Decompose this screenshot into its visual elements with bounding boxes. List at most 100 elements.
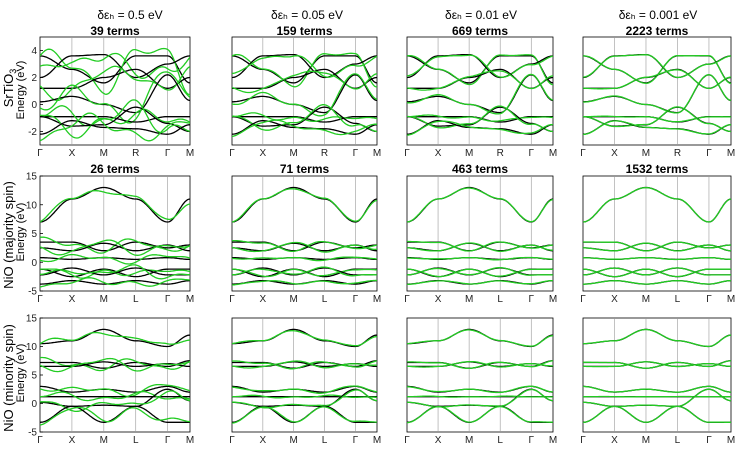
row-label-nio-majority: NiO (majority spin) xyxy=(1,181,16,289)
approximated-band-line xyxy=(232,385,377,394)
kpoint-label: M xyxy=(100,435,108,446)
kpoint-label: X xyxy=(611,294,618,305)
reference-band-line xyxy=(232,120,377,135)
bands-group xyxy=(583,186,731,285)
panel-frame xyxy=(582,317,732,433)
kpoint-label: M xyxy=(642,148,650,159)
kpoint-label: Γ xyxy=(353,294,359,305)
reference-band-line xyxy=(40,267,190,276)
approximated-band-line xyxy=(232,268,377,278)
kpoint-label: X xyxy=(260,435,267,446)
threshold-header: δεₕ = 0.01 eV xyxy=(445,8,517,22)
panel-frame xyxy=(231,36,378,146)
approximated-band-line xyxy=(40,331,190,345)
kpoint-label: M xyxy=(100,294,108,305)
approximated-band-line xyxy=(232,104,377,133)
approximated-band-line xyxy=(232,55,377,78)
approximated-band-line xyxy=(407,266,553,276)
band-panel: Γ X M L Γ M -5 0 5 10 15 26 terms xyxy=(26,162,194,305)
approximated-band-line xyxy=(232,279,377,286)
approximated-band-line xyxy=(40,253,190,265)
approximated-band-line xyxy=(583,120,731,136)
approximated-band-line xyxy=(232,256,377,262)
kpoint-label: M xyxy=(465,148,473,159)
approximated-band-line xyxy=(232,239,377,253)
kpoint-label: X xyxy=(69,435,76,446)
band-panel: Γ X M R Γ M 2223 terms xyxy=(580,24,735,159)
kpoint-label: M xyxy=(186,148,194,159)
column-headers: δεₕ = 0.5 eV δεₕ = 0.05 eV δεₕ = 0.01 eV… xyxy=(97,8,697,22)
threshold-header: δεₕ = 0.001 eV xyxy=(619,8,698,22)
bands-group xyxy=(232,328,377,424)
kpoint-label: Γ xyxy=(37,294,43,305)
kpoint-label: M xyxy=(727,435,735,446)
kpoint-label: X xyxy=(260,148,267,159)
bands-group xyxy=(407,186,553,286)
reference-band-line xyxy=(40,360,190,369)
kpoint-label: Γ xyxy=(528,148,534,159)
kpoint-label: M xyxy=(549,148,557,159)
y-tick-label: 0 xyxy=(31,258,37,269)
y-tick-label: 0 xyxy=(31,100,37,111)
approximated-band-line xyxy=(232,360,377,369)
panel-frame xyxy=(231,317,378,433)
approximated-band-line xyxy=(407,360,553,370)
kpoint-label: Γ xyxy=(706,435,712,446)
kpoint-label: Γ xyxy=(580,435,586,446)
reference-band-line xyxy=(232,116,377,123)
kpoint-label: X xyxy=(69,294,76,305)
approximated-band-line xyxy=(583,241,731,252)
kpoint-label: Γ xyxy=(229,148,235,159)
approximated-band-line xyxy=(40,190,190,223)
approximated-band-line xyxy=(232,52,377,88)
kpoint-label: Γ xyxy=(580,294,586,305)
kpoint-label: X xyxy=(435,294,442,305)
threshold-header: δεₕ = 0.05 eV xyxy=(271,8,343,22)
approximated-band-line xyxy=(583,385,731,393)
reference-band-line xyxy=(40,53,190,79)
approximated-band-line xyxy=(583,186,731,223)
kpoint-label: L xyxy=(133,294,139,305)
approximated-band-line xyxy=(40,105,190,127)
approximated-band-line xyxy=(40,277,190,288)
reference-band-line xyxy=(40,388,190,407)
kpoint-label: Γ xyxy=(706,148,712,159)
row-label-srtio3: SrTiO3 xyxy=(1,69,18,107)
reference-band-line xyxy=(40,186,190,223)
reference-band-line xyxy=(40,68,190,89)
kpoint-label: R xyxy=(321,148,328,159)
y-tick-label: 5 xyxy=(31,229,37,240)
y-tick-label: 2 xyxy=(31,73,37,84)
approximated-band-line xyxy=(583,106,731,133)
y-tick-label: 0 xyxy=(31,399,37,410)
kpoint-label: M xyxy=(727,294,735,305)
row-labels: SrTiO3 Energy (eV) NiO (majority spin) E… xyxy=(1,61,27,432)
band-panel: Γ X M L Γ M 1532 terms xyxy=(580,162,735,305)
panel-frame xyxy=(582,36,732,146)
y-tick-label: 15 xyxy=(26,314,38,325)
approximated-band-line xyxy=(232,394,377,399)
row-label-nio-minority: NiO (minority spin) xyxy=(1,324,16,432)
panel-frame xyxy=(582,175,732,292)
kpoint-label: Γ xyxy=(404,294,410,305)
kpoint-label: L xyxy=(675,294,681,305)
approximated-band-line xyxy=(583,54,731,79)
kpoint-label: M xyxy=(290,435,298,446)
bands-group xyxy=(583,328,731,424)
y-tick-label: 15 xyxy=(26,172,38,183)
approximated-band-line xyxy=(583,268,731,278)
kpoint-label: Γ xyxy=(404,148,410,159)
band-panel: Γ X M R Γ M 159 terms xyxy=(229,24,381,159)
kpoint-label: M xyxy=(290,148,298,159)
reference-band-line xyxy=(40,328,190,348)
kpoint-label: L xyxy=(497,435,503,446)
kpoint-label: Γ xyxy=(37,435,43,446)
kpoint-label: L xyxy=(322,294,328,305)
reference-band-line xyxy=(40,241,190,252)
reference-band-line xyxy=(232,53,377,79)
bands-group xyxy=(40,47,190,142)
approximated-band-line xyxy=(407,240,553,252)
reference-band-line xyxy=(40,385,190,393)
